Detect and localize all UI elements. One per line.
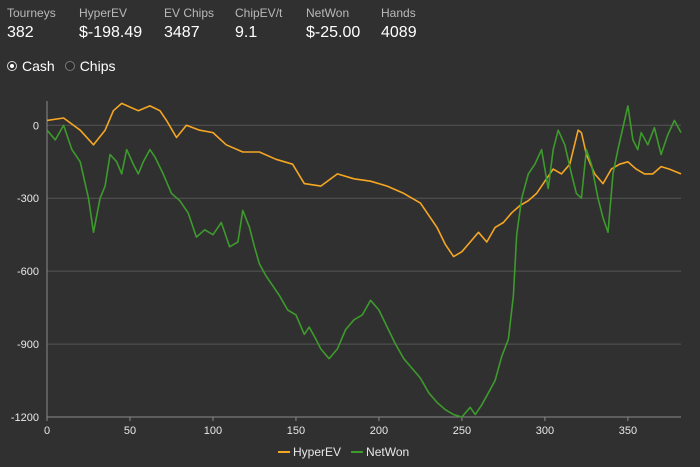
stat-value: 382 xyxy=(7,24,34,41)
stat-value: 9.1 xyxy=(235,24,258,41)
stat-label: Hands xyxy=(381,6,416,20)
chart-gridlines xyxy=(47,124,681,418)
stat-hands: Hands 4089 xyxy=(381,6,453,43)
x-tick-label: 350 xyxy=(619,425,637,437)
chart-series xyxy=(46,102,682,418)
stat-label: EV Chips xyxy=(164,6,215,20)
stats-bar: Tourneys 382 HyperEV $-198.49 EV Chips 3… xyxy=(7,6,453,43)
radio-chips[interactable]: Chips xyxy=(64,58,116,74)
stat-chipev-per-t: ChipEV/t 9.1 xyxy=(235,6,306,43)
series-line-hyperev xyxy=(46,102,682,258)
radio-cash-indicator[interactable] xyxy=(7,61,17,71)
y-tick-label: 0 xyxy=(33,120,39,132)
stat-tourneys: Tourneys 382 xyxy=(7,6,79,43)
radio-cash-label[interactable]: Cash xyxy=(22,58,55,74)
stat-hyperev: HyperEV $-198.49 xyxy=(79,6,164,43)
x-tick-label: 50 xyxy=(124,425,136,437)
y-tick-label: -600 xyxy=(17,266,39,278)
stat-label: ChipEV/t xyxy=(235,6,283,20)
x-tick-label: 200 xyxy=(370,425,388,437)
stat-ev-chips: EV Chips 3487 xyxy=(164,6,235,43)
stat-label: Tourneys xyxy=(7,6,56,20)
stat-netwon: NetWon $-25.00 xyxy=(306,6,381,43)
stat-value: $-25.00 xyxy=(306,24,361,41)
radio-chips-indicator[interactable] xyxy=(64,61,75,71)
x-tick-label: 150 xyxy=(287,425,305,437)
stat-label: HyperEV xyxy=(79,6,128,20)
y-tick-label: -1200 xyxy=(11,412,39,424)
series-line-netwon xyxy=(46,105,682,418)
x-tick-label: 250 xyxy=(453,425,471,437)
x-tick-label: 100 xyxy=(204,425,222,437)
mode-radio-group: Cash Chips xyxy=(7,58,125,74)
stat-value: 4089 xyxy=(381,24,417,41)
x-tick-label: 0 xyxy=(44,425,50,437)
radio-cash[interactable]: Cash xyxy=(7,58,55,74)
stat-value: 3487 xyxy=(164,24,200,41)
y-tick-label: -900 xyxy=(17,339,39,351)
y-tick-label: -300 xyxy=(17,193,39,205)
chart-axes: 0 -300 -600 -900 -1200 0 50 100 150 200 250 300 350 xyxy=(11,101,681,437)
chart-legend: HyperEV NetWon xyxy=(278,445,409,459)
legend-label-netwon[interactable]: NetWon xyxy=(366,445,409,459)
x-tick-label: 300 xyxy=(536,425,554,437)
legend-label-hyperev[interactable]: HyperEV xyxy=(293,445,341,459)
radio-chips-label[interactable]: Chips xyxy=(79,58,116,74)
stat-label: NetWon xyxy=(306,6,350,20)
stat-value: $-198.49 xyxy=(79,24,143,41)
